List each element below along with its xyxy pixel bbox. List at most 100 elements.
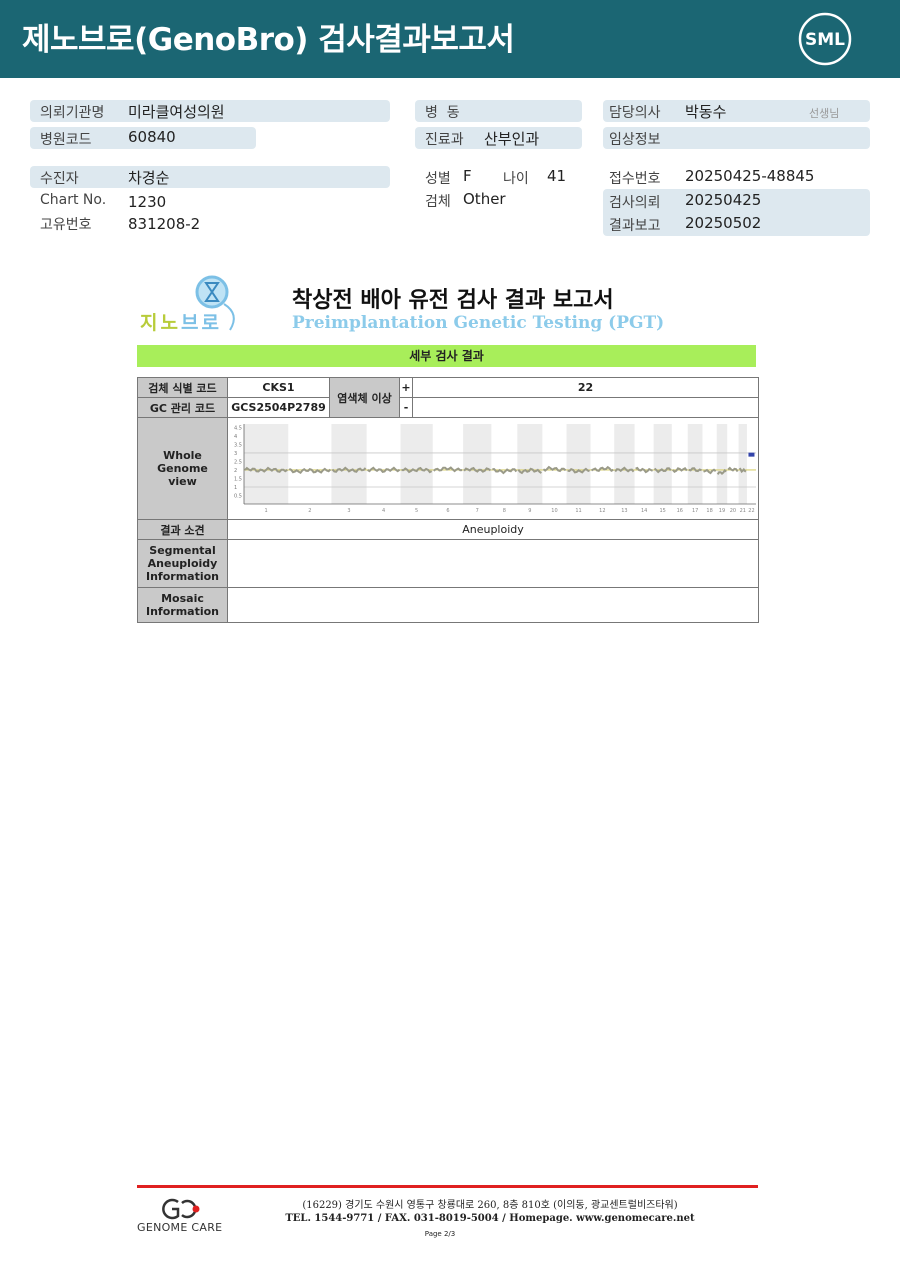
- doctor-value: 박동수: [685, 103, 727, 121]
- request-date-value: 20250425: [685, 191, 762, 209]
- report-date-label: 결과보고: [609, 218, 661, 234]
- y-tick-label: 0.5: [234, 493, 242, 499]
- copy-number-line: [672, 467, 688, 473]
- copy-number-line: [492, 468, 518, 475]
- abnormal-label: 염색체 이상: [329, 377, 400, 418]
- copy-number-line: [688, 467, 702, 473]
- sex-value: F: [463, 167, 472, 185]
- x-tick-label: 13: [621, 508, 627, 514]
- chromosome-band: [331, 424, 367, 504]
- chromosome-band: [653, 424, 672, 504]
- doctor-suffix: 선생님: [809, 107, 840, 120]
- footer-address-block: (16229) 경기도 수원시 영통구 창룡대로 260, 8층 810호 (이…: [280, 1199, 700, 1225]
- specimen-label: 검체: [425, 194, 451, 210]
- mosaic-value: [227, 587, 759, 623]
- clinical-info-label: 임상정보: [609, 132, 661, 148]
- plus-sign: +: [399, 377, 413, 398]
- copy-number-line: [463, 466, 492, 473]
- copy-number-line: [433, 466, 463, 473]
- copy-number-line: [331, 466, 367, 473]
- copy-number-line: [542, 465, 567, 473]
- x-tick-label: 4: [382, 508, 385, 514]
- chromosome-band: [517, 424, 543, 504]
- hospital-code-value: 60840: [128, 128, 176, 146]
- genome-view-label: Whole Genome view: [137, 417, 228, 520]
- y-tick-label: 2.5: [234, 459, 242, 465]
- minus-sign: -: [399, 397, 413, 418]
- copy-number-line: [567, 467, 590, 474]
- department-value: 산부인과: [484, 130, 540, 148]
- specimen-value: Other: [463, 190, 506, 208]
- department-label: 진료과: [425, 132, 464, 148]
- footer-address: (16229) 경기도 수원시 영통구 창룡대로 260, 8층 810호 (이…: [302, 1200, 678, 1211]
- chromosome-band: [463, 424, 492, 504]
- minus-value: [412, 397, 759, 418]
- x-tick-label: 8: [503, 508, 506, 514]
- copy-number-line: [727, 466, 739, 473]
- x-tick-label: 6: [446, 508, 449, 514]
- x-tick-label: 22: [748, 508, 754, 514]
- copy-number-line: [703, 468, 717, 475]
- report-subtitle: Preimplantation Genetic Testing (PGT): [292, 313, 665, 333]
- unique-no-label: 고유번호: [40, 217, 92, 233]
- abnormal-segment: [748, 452, 755, 457]
- y-tick-label: 1.5: [234, 476, 242, 482]
- svg-text:SML: SML: [805, 30, 845, 50]
- request-date-label: 검사의뢰: [609, 195, 661, 211]
- copy-number-line: [401, 466, 433, 474]
- x-tick-label: 12: [599, 508, 605, 514]
- institution-value: 미라클여성의원: [128, 103, 225, 121]
- chart-no-value: 1230: [128, 193, 167, 211]
- x-tick-label: 10: [551, 508, 557, 514]
- chromosome-band: [687, 424, 703, 504]
- copy-number-line: [716, 468, 727, 475]
- copy-number-line: [738, 467, 747, 474]
- x-tick-label: 19: [719, 508, 725, 514]
- segmental-value: [227, 539, 759, 588]
- x-tick-label: 1: [265, 508, 268, 514]
- copy-number-line: [244, 466, 288, 473]
- copy-number-line: [517, 467, 542, 475]
- y-tick-label: 4.5: [234, 425, 242, 431]
- result-value: Aneuploidy: [227, 519, 759, 540]
- segmental-label: Segmental Aneuploidy Information: [137, 539, 228, 588]
- whole-genome-chart: 0.511.522.533.544.51 2 3 4 5 6 7 8 9 10 11 12 13 14 15…: [234, 424, 756, 514]
- mosaic-label: Mosaic Information: [137, 587, 228, 623]
- copy-number-line: [288, 467, 332, 474]
- genobro-logo-icon: [195, 275, 235, 331]
- x-tick-label: 7: [476, 508, 479, 514]
- chromosome-band: [566, 424, 591, 504]
- patient-label: 수진자: [40, 171, 79, 187]
- page-number: Page 2/3: [424, 1230, 456, 1238]
- x-tick-label: 17: [692, 508, 698, 514]
- copy-number-line: [653, 467, 672, 474]
- hospital-code-label: 병원코드: [40, 132, 92, 148]
- y-tick-label: 2: [234, 468, 237, 474]
- header-bar: 제노브로(GenoBro) 검사결과보고서 SML: [0, 0, 900, 78]
- ward-label: 병 동: [425, 105, 460, 121]
- x-tick-label: 9: [528, 508, 531, 514]
- genobro-logo-text: 지노브로: [140, 312, 222, 334]
- footer-divider: [137, 1185, 758, 1188]
- report-date-value: 20250502: [685, 214, 762, 232]
- chromosome-band: [716, 424, 728, 504]
- genome-care-logo-icon: [162, 1198, 200, 1220]
- x-tick-label: 14: [641, 508, 647, 514]
- y-tick-label: 3.5: [234, 442, 242, 448]
- report-title: 착상전 배아 유전 검사 결과 보고서: [292, 288, 614, 313]
- y-tick-label: 3: [234, 451, 237, 457]
- copy-number-line: [367, 466, 401, 474]
- x-tick-label: 21: [740, 508, 746, 514]
- x-tick-label: 16: [677, 508, 683, 514]
- age-label: 나이: [503, 171, 529, 187]
- footer-contact: TEL. 1544-9771 / FAX. 031-8019-5004 / Ho…: [285, 1213, 695, 1224]
- copy-number-line: [590, 465, 614, 473]
- sex-label: 성별: [425, 171, 451, 187]
- genome-care-logo-text: GENOME CARE: [137, 1221, 223, 1234]
- x-tick-label: 20: [730, 508, 736, 514]
- gc-code-value: GCS2504P2789: [227, 397, 330, 418]
- receipt-no-label: 접수번호: [609, 171, 661, 187]
- y-tick-label: 4: [234, 434, 237, 440]
- y-tick-label: 1: [234, 485, 237, 491]
- copy-number-line: [614, 466, 635, 473]
